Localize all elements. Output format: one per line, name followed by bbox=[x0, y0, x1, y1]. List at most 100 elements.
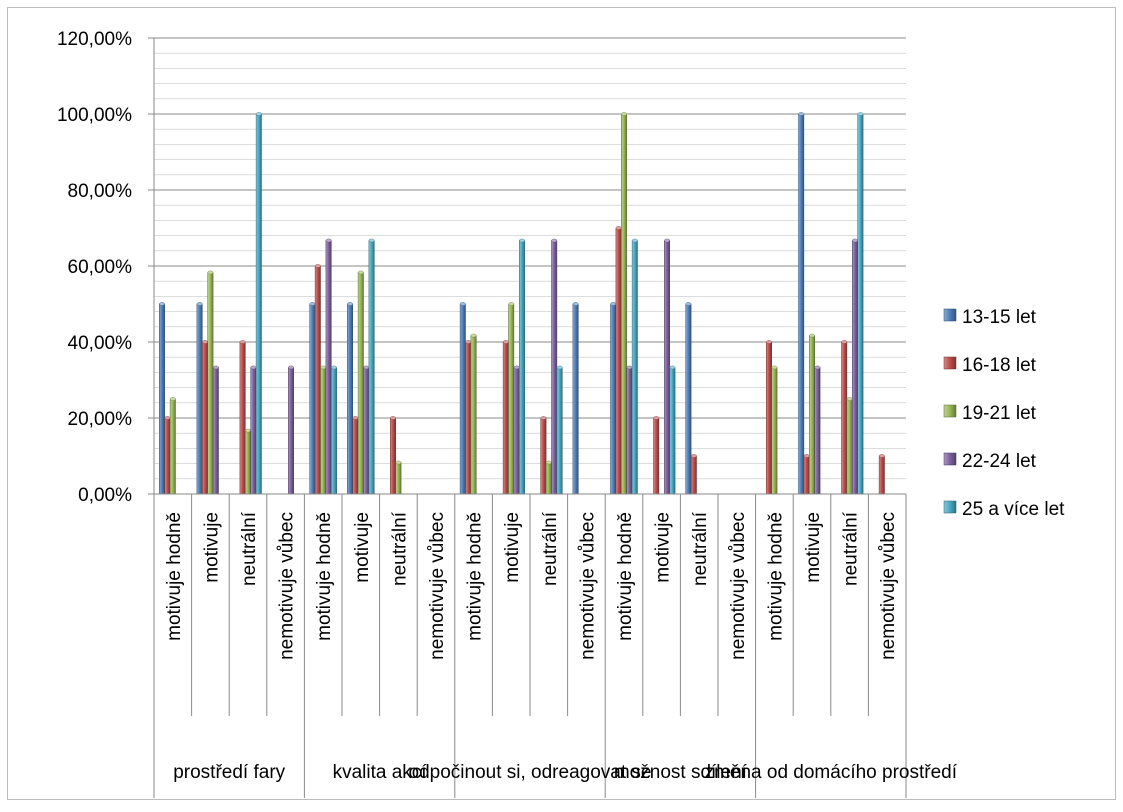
bar bbox=[320, 367, 327, 495]
x-tick-label: motivuje hodně bbox=[615, 512, 636, 641]
bar bbox=[250, 367, 257, 495]
bar bbox=[545, 462, 552, 495]
bar bbox=[212, 367, 219, 495]
bar-cap bbox=[545, 460, 552, 465]
bar-cap bbox=[169, 397, 176, 401]
x-tick-label: motivuje hodně bbox=[164, 512, 185, 641]
bar bbox=[169, 398, 176, 495]
bar bbox=[325, 240, 332, 495]
bar bbox=[615, 227, 622, 495]
bar bbox=[331, 367, 337, 495]
legend-label: 16-18 let bbox=[962, 355, 1037, 376]
bar-cap bbox=[669, 365, 676, 370]
y-tick-label: 20,00% bbox=[68, 409, 133, 430]
bar-cap bbox=[288, 365, 294, 370]
bar bbox=[309, 303, 316, 495]
bar bbox=[288, 367, 294, 495]
bar bbox=[207, 272, 214, 495]
bar bbox=[803, 455, 810, 495]
bar bbox=[621, 113, 627, 495]
bar bbox=[513, 367, 520, 495]
bar-cap bbox=[357, 270, 364, 275]
bar-cap bbox=[196, 302, 203, 306]
bar-cap bbox=[347, 302, 353, 306]
bar bbox=[245, 430, 251, 495]
group-label: možnost sdílení bbox=[614, 762, 748, 783]
bar-cap bbox=[470, 333, 477, 338]
bar-cap bbox=[841, 340, 848, 344]
bar bbox=[664, 240, 670, 495]
x-tick-labels: motivuje hodně motivuje neutrální nemotivuj… bbox=[164, 511, 899, 660]
x-tick-label: motivuje bbox=[502, 512, 523, 583]
bar-cap bbox=[250, 365, 257, 370]
bar bbox=[390, 417, 396, 495]
bar-cap bbox=[309, 302, 316, 306]
x-tick-label: motivuje hodně bbox=[765, 512, 786, 641]
bar bbox=[395, 462, 402, 495]
bar bbox=[508, 303, 515, 495]
bar-cap bbox=[502, 340, 509, 344]
x-tick-label: nemotivuje vůbec bbox=[878, 512, 899, 660]
legend: 13-15 let 16-18 let 19-21 let 22-24 let 25 a… bbox=[943, 307, 1065, 520]
y-tick-label: 40,00% bbox=[68, 333, 133, 354]
bar bbox=[164, 417, 171, 495]
y-tick-label: 100,00% bbox=[57, 105, 132, 126]
bar-cap bbox=[159, 302, 165, 306]
x-tick-label: neutrální bbox=[389, 511, 410, 586]
major-gridlines bbox=[154, 37, 906, 419]
bar bbox=[159, 303, 165, 495]
bar bbox=[846, 398, 853, 495]
legend-swatch bbox=[943, 500, 957, 514]
bar-cap bbox=[368, 238, 375, 243]
x-tick-label: motivuje bbox=[803, 512, 824, 583]
bar bbox=[551, 240, 558, 495]
bar-cap bbox=[572, 302, 579, 306]
bar bbox=[766, 341, 772, 495]
bar-cap bbox=[798, 112, 805, 116]
bar-cap bbox=[814, 365, 821, 370]
bar bbox=[352, 417, 359, 495]
bar-cap bbox=[852, 238, 858, 243]
bar-cap bbox=[245, 428, 251, 433]
bar-cap bbox=[519, 238, 525, 243]
legend-label: 25 a více let bbox=[962, 499, 1065, 520]
bar bbox=[798, 113, 805, 495]
legend-label: 13-15 let bbox=[962, 307, 1037, 328]
bar bbox=[347, 303, 353, 495]
y-tick-label: 60,00% bbox=[68, 257, 133, 278]
group-label: kvalita akcí bbox=[333, 762, 428, 783]
bar-cap bbox=[878, 454, 885, 458]
bar bbox=[502, 341, 509, 495]
bar bbox=[196, 303, 203, 495]
bar-cap bbox=[664, 238, 670, 243]
legend-label: 19-21 let bbox=[962, 403, 1037, 424]
bar bbox=[459, 303, 466, 495]
bar bbox=[626, 367, 633, 495]
bar-cap bbox=[610, 302, 617, 306]
x-tick-label: nemotivuje vůbec bbox=[277, 512, 298, 660]
bar-cap bbox=[465, 340, 472, 344]
bar-cap bbox=[771, 365, 778, 370]
bar-cap bbox=[508, 302, 515, 306]
bar bbox=[363, 367, 370, 495]
y-tick-label: 0,00% bbox=[78, 485, 132, 506]
bar-cap bbox=[803, 454, 810, 458]
group-label: změna od domácího prostředí bbox=[705, 762, 958, 783]
bar-cap bbox=[164, 416, 171, 420]
x-tick-label: motivuje bbox=[201, 512, 222, 583]
bar-cap bbox=[653, 416, 660, 420]
group-label: prostředí fary bbox=[173, 762, 285, 783]
bar-cap bbox=[331, 365, 337, 370]
bar-cap bbox=[513, 365, 520, 370]
bar bbox=[653, 417, 660, 495]
x-tick-label: nemotivuje vůbec bbox=[577, 512, 598, 660]
legend-swatch bbox=[943, 356, 957, 370]
bar bbox=[685, 303, 692, 495]
bar bbox=[368, 240, 375, 495]
bar bbox=[202, 341, 208, 495]
x-tick-label: neutrální bbox=[841, 511, 862, 586]
bar-cap bbox=[202, 340, 208, 344]
